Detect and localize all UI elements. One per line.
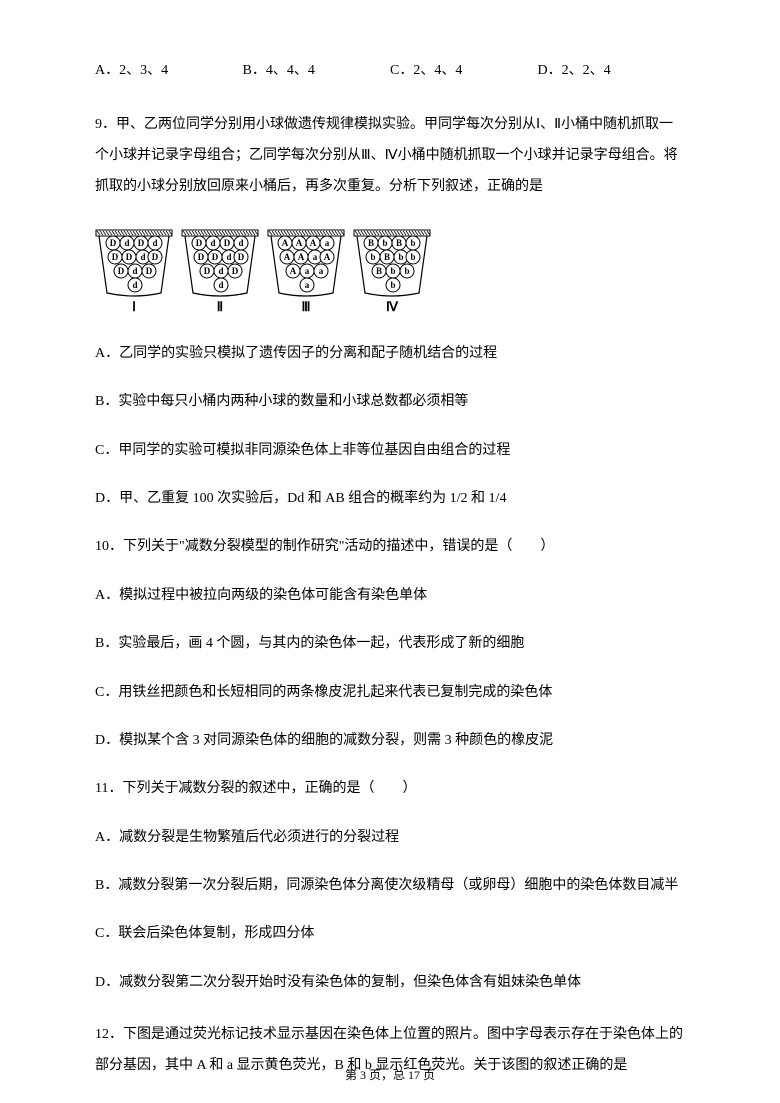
svg-text:a: a [325, 238, 330, 248]
q8-option-d: D．2、2、4 [538, 60, 686, 82]
svg-text:D: D [196, 238, 203, 248]
svg-text:d: d [218, 266, 223, 276]
q11-option-a: A．减数分裂是生物繁殖后代必须进行的分裂过程 [95, 827, 685, 849]
svg-text:a: a [305, 280, 310, 290]
svg-text:B: B [376, 266, 382, 276]
svg-text:b: b [370, 252, 375, 262]
svg-text:d: d [132, 266, 137, 276]
svg-text:b: b [404, 266, 409, 276]
q11-stem: 11．下列关于减数分裂的叙述中，正确的是（ ） [95, 778, 685, 800]
svg-text:D: D [198, 252, 205, 262]
q10-stem: 10．下列关于"减数分裂模型的制作研究"活动的描述中，错误的是（ ） [95, 536, 685, 558]
svg-text:b: b [410, 238, 415, 248]
bucket-label: Ⅲ [302, 299, 311, 315]
svg-text:D: D [224, 238, 231, 248]
q8-options: A．2、3、4 B．4、4、4 C．2、4、4 D．2、2、4 [95, 60, 685, 82]
svg-text:B: B [396, 238, 402, 248]
svg-text:b: b [398, 252, 403, 262]
q8-option-b: B．4、4、4 [243, 60, 391, 82]
q9-option-b: B．实验中每只小桶内两种小球的数量和小球总数都必须相等 [95, 391, 685, 413]
svg-text:d: d [238, 238, 243, 248]
svg-text:D: D [146, 266, 153, 276]
bucket-diagram: BbBbbBbbBbbb Ⅳ [353, 229, 431, 315]
q11-option-c: C．联会后染色体复制，形成四分体 [95, 923, 685, 945]
q11-option-d: D．减数分裂第二次分裂开始时没有染色体的复制，但染色体含有姐妹染色单体 [95, 972, 685, 994]
bucket-diagram: DdDdDDdDDdDd Ⅱ [181, 229, 259, 315]
svg-text:A: A [310, 238, 317, 248]
q11-option-b: B．减数分裂第一次分裂后期，同源染色体分离使次级精母（或卵母）细胞中的染色体数目… [95, 875, 685, 897]
svg-text:d: d [226, 252, 231, 262]
bucket-label: Ⅱ [217, 299, 223, 315]
svg-text:d: d [152, 238, 157, 248]
svg-text:d: d [218, 280, 223, 290]
svg-text:d: d [124, 238, 129, 248]
svg-text:D: D [232, 266, 239, 276]
svg-text:A: A [324, 252, 331, 262]
svg-text:D: D [110, 238, 117, 248]
svg-text:A: A [298, 252, 305, 262]
q10-option-d: D．模拟某个含 3 对同源染色体的细胞的减数分裂，则需 3 种颜色的橡皮泥 [95, 730, 685, 752]
svg-text:D: D [138, 238, 145, 248]
svg-text:D: D [212, 252, 219, 262]
svg-text:D: D [112, 252, 119, 262]
q10-option-a: A．模拟过程中被拉向两级的染色体可能含有染色单体 [95, 585, 685, 607]
svg-text:D: D [204, 266, 211, 276]
svg-text:a: a [313, 252, 318, 262]
svg-text:A: A [284, 252, 291, 262]
q9-stem: 9．甲、乙两位同学分别用小球做遗传规律模拟实验。甲同学每次分别从Ⅰ、Ⅱ小桶中随机… [95, 110, 685, 202]
q9-buckets: DdDdDDdDDdDd Ⅰ DdDdDDdDDdDd Ⅱ AAAaAAaAAa… [95, 229, 685, 315]
q10-option-b: B．实验最后，画 4 个圆，与其内的染色体一起，代表形成了新的细胞 [95, 633, 685, 655]
q9-option-c: C．甲同学的实验可模拟非同源染色体上非等位基因自由组合的过程 [95, 440, 685, 462]
svg-text:D: D [238, 252, 245, 262]
q9-option-a: A．乙同学的实验只模拟了遗传因子的分离和配子随机结合的过程 [95, 343, 685, 365]
svg-text:a: a [319, 266, 324, 276]
bucket-label: Ⅰ [132, 299, 136, 315]
q8-option-a: A．2、3、4 [95, 60, 243, 82]
bucket-label: Ⅳ [386, 299, 398, 315]
svg-text:a: a [305, 266, 310, 276]
svg-text:D: D [152, 252, 159, 262]
q8-option-c: C．2、4、4 [390, 60, 538, 82]
svg-text:B: B [368, 238, 374, 248]
svg-text:d: d [140, 252, 145, 262]
svg-text:A: A [296, 238, 303, 248]
svg-text:b: b [382, 238, 387, 248]
page-footer: 第 3 页，总 17 页 [0, 1066, 780, 1083]
svg-text:D: D [118, 266, 125, 276]
svg-text:A: A [290, 266, 297, 276]
svg-text:b: b [410, 252, 415, 262]
svg-text:A: A [282, 238, 289, 248]
svg-text:b: b [390, 266, 395, 276]
q9-option-d: D．甲、乙重复 100 次实验后，Dd 和 AB 组合的概率约为 1/2 和 1… [95, 488, 685, 510]
svg-text:B: B [384, 252, 390, 262]
svg-text:d: d [210, 238, 215, 248]
bucket-diagram: DdDdDDdDDdDd Ⅰ [95, 229, 173, 315]
svg-text:b: b [390, 280, 395, 290]
svg-text:d: d [132, 280, 137, 290]
bucket-diagram: AAAaAAaAAaaa Ⅲ [267, 229, 345, 315]
svg-text:D: D [126, 252, 133, 262]
q10-option-c: C．用铁丝把颜色和长短相同的两条橡皮泥扎起来代表已复制完成的染色体 [95, 682, 685, 704]
